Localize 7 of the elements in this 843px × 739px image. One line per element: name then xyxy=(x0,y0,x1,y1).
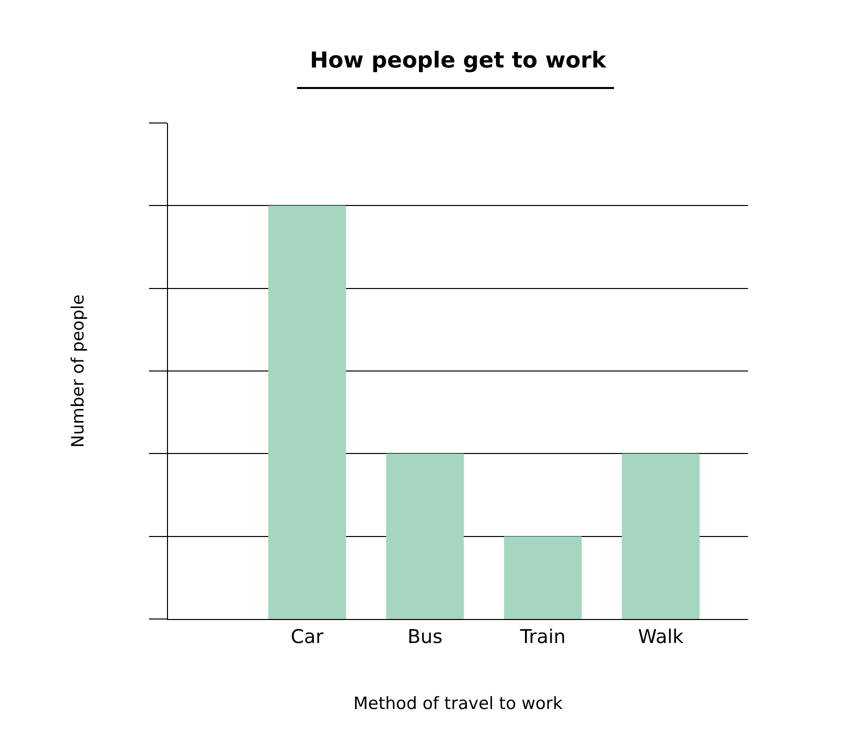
x-tick-label: Car xyxy=(290,626,324,648)
x-axis-title: Method of travel to work xyxy=(353,694,563,714)
chart-title: How people get to work xyxy=(310,48,608,74)
y-axis-title: Number of people xyxy=(68,294,89,448)
x-tick-label: Train xyxy=(519,626,566,648)
x-tick-label: Bus xyxy=(408,626,442,648)
x-tick-label: Walk xyxy=(638,626,684,648)
